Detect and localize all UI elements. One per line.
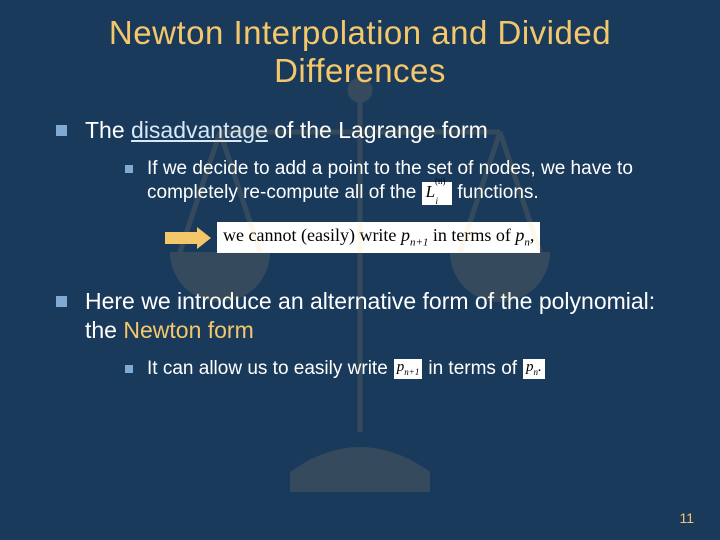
arrow-right-icon <box>165 229 211 247</box>
math-pn: pn. <box>523 359 545 379</box>
sub2-pre: It can allow us to easily write <box>147 357 388 382</box>
page-number: 11 <box>679 510 694 526</box>
sub1-post: functions. <box>457 182 538 203</box>
bullet-lvl2: It can allow us to easily write pn+1 in … <box>125 357 680 382</box>
implication-row: we cannot (easily) write pn+1 in terms o… <box>125 222 680 253</box>
math-L-function: L(n)i <box>422 182 452 205</box>
bullet1-post: of the Lagrange form <box>268 117 488 143</box>
slide-content: The disadvantage of the Lagrange form If… <box>0 98 720 390</box>
math-pn1: pn+1 <box>394 359 423 379</box>
bullet-lvl2: If we decide to add a point to the set o… <box>125 157 680 206</box>
sub2-mid: in terms of <box>428 357 517 382</box>
bullet-square-icon <box>56 296 67 307</box>
math-cannot-write: we cannot (easily) write pn+1 in terms o… <box>217 222 540 253</box>
bullet-square-icon <box>125 365 133 373</box>
slide: Newton Interpolation and Divided Differe… <box>0 0 720 540</box>
bullet-square-icon <box>125 165 133 173</box>
bullet-square-icon <box>56 125 67 136</box>
bullet-lvl1: Here we introduce an alternative form of… <box>56 287 680 389</box>
bullet1-underline: disadvantage <box>131 117 268 143</box>
sub1-pre: If we decide to add a point to the set o… <box>147 158 633 204</box>
bullet-lvl1: The disadvantage of the Lagrange form If… <box>56 116 680 253</box>
bullet1-pre: The <box>85 117 131 143</box>
slide-title: Newton Interpolation and Divided Differe… <box>0 0 720 98</box>
bullet2-highlight: Newton form <box>123 317 253 343</box>
